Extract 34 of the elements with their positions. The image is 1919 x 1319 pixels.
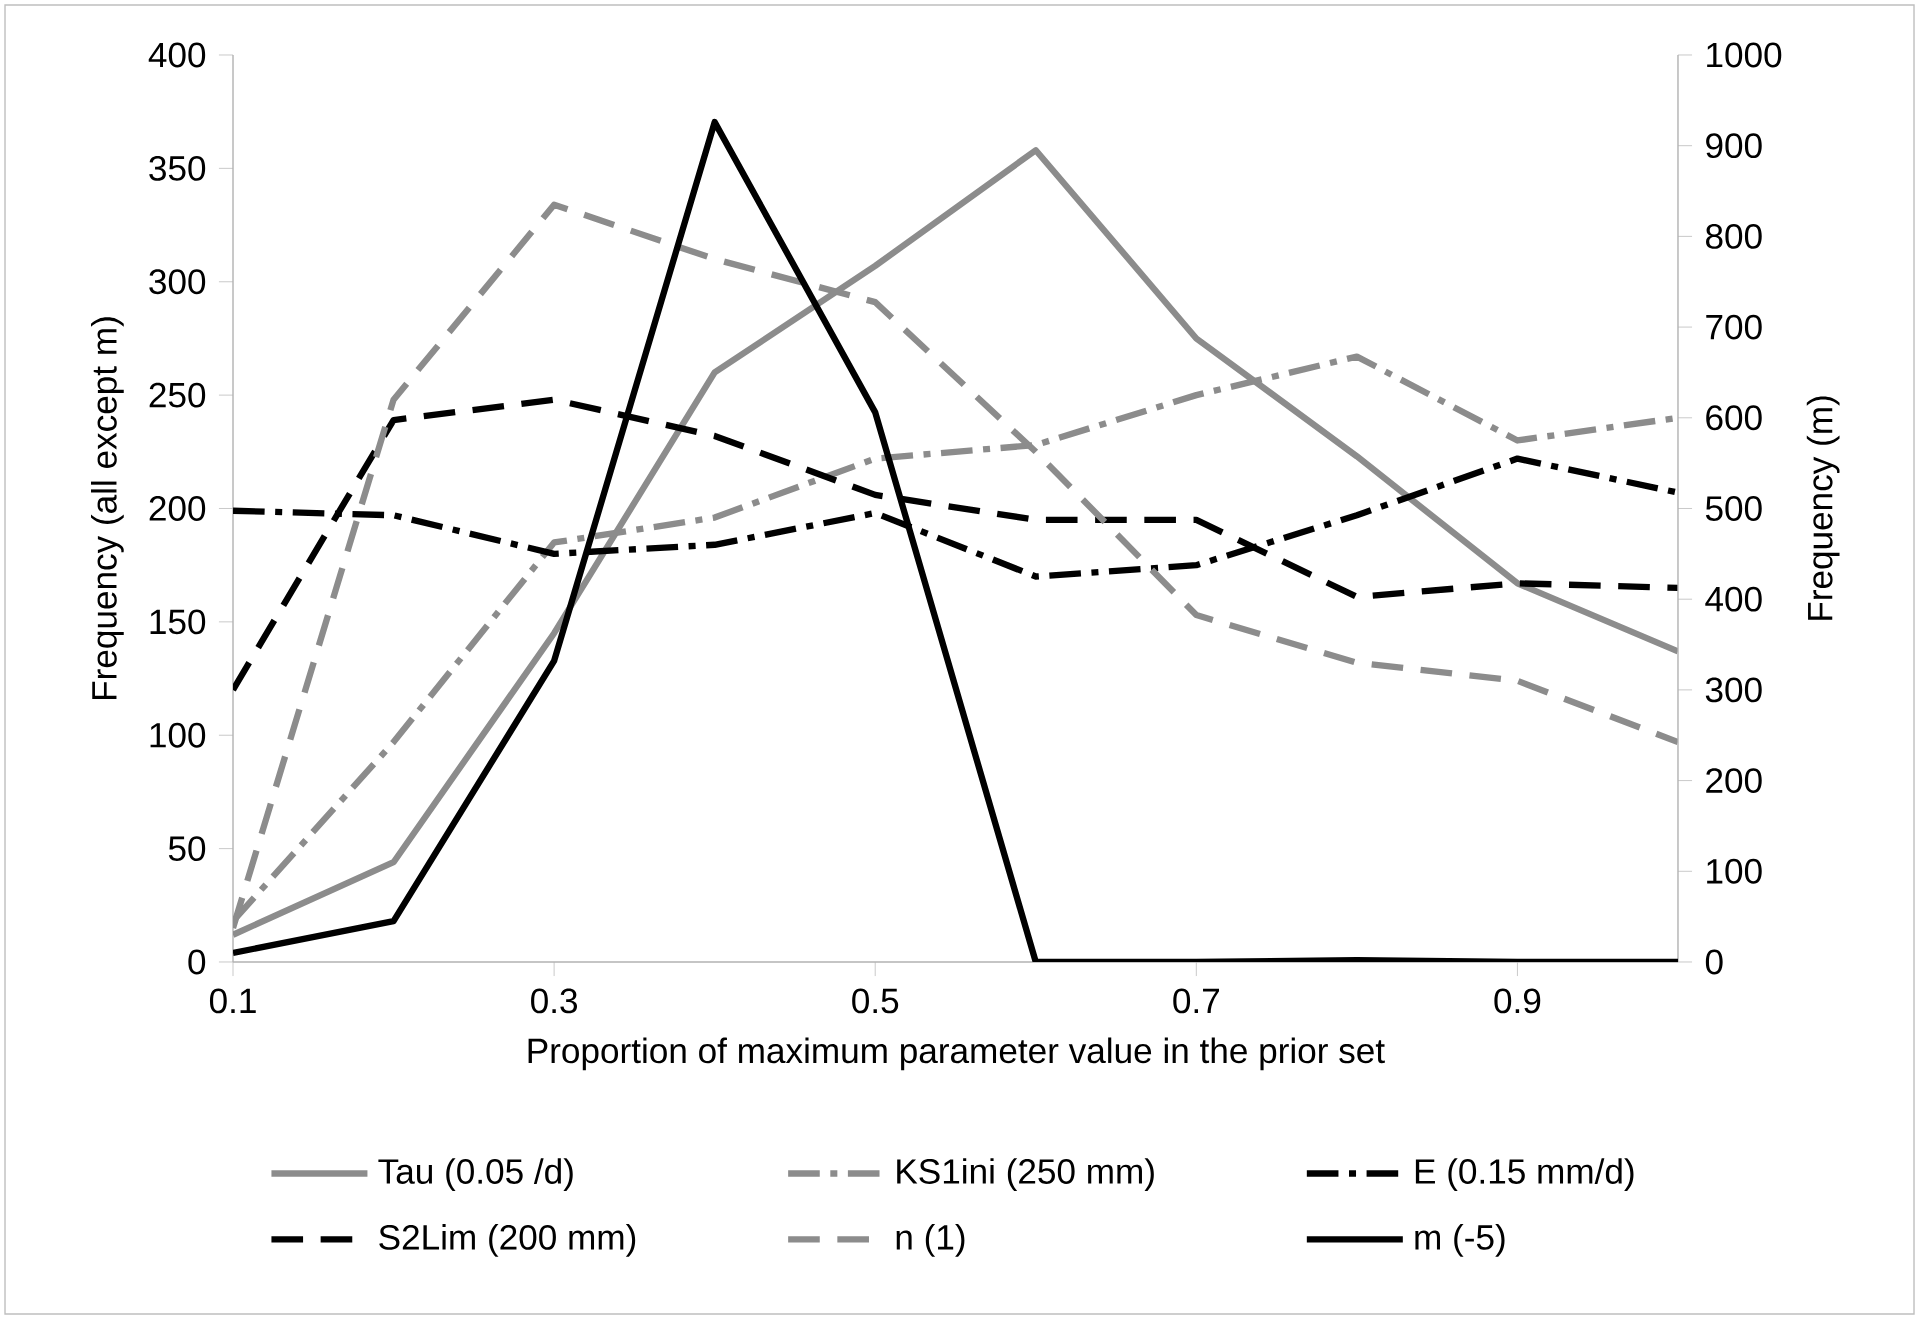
legend-label: m (-5)	[1415, 1224, 1505, 1257]
y-tick-label: 400	[148, 42, 206, 68]
y2-tick-label: 0	[1705, 949, 1723, 975]
y2-axis-title: Frequency (m)	[1806, 396, 1840, 620]
legend-label: KS1ini (250 mm)	[897, 1158, 1154, 1191]
y-tick-label: 150	[150, 609, 206, 635]
y2-tick-label: 400	[1705, 586, 1762, 612]
y2-tick-label: 300	[1705, 677, 1762, 703]
legend-label: Tau (0.05 /d)	[378, 1158, 573, 1191]
y2-tick-label: 800	[1706, 223, 1762, 249]
y2-tick-label: 100	[1707, 858, 1762, 884]
legend-label: E (0.15 mm/d)	[1415, 1158, 1634, 1191]
y2-tick-label: 1000	[1707, 42, 1782, 68]
y2-tick-label: 700	[1706, 314, 1762, 340]
y2-tick-label: 200	[1706, 768, 1762, 794]
x-axis-title: Proportion of maximum parameter value in the prior set	[528, 1037, 1385, 1071]
y-tick-label: 300	[149, 269, 206, 295]
x-tick-label: 0.3	[531, 988, 578, 1014]
y2-tick-label: 900	[1706, 133, 1762, 159]
x-tick-label: 0.5	[852, 988, 899, 1014]
x-tick-label: 0.9	[1494, 988, 1541, 1014]
x-tick-label: 0.1	[209, 988, 256, 1014]
y2-tick-label: 600	[1706, 405, 1762, 431]
x-tick-label: 0.7	[1173, 988, 1220, 1014]
y-tick-label: 0	[188, 949, 206, 975]
y-tick-label: 50	[168, 836, 206, 862]
legend-label: S2Lim (200 mm)	[379, 1224, 636, 1257]
y-tick-label: 250	[149, 382, 206, 408]
legend-label: n (1)	[896, 1224, 965, 1257]
y-axis-title: Frequency (all except m)	[91, 317, 124, 699]
y-tick-label: 200	[149, 496, 206, 521]
y2-tick-label: 500	[1705, 496, 1762, 521]
y-tick-label: 100	[150, 722, 206, 748]
y-tick-label: 350	[149, 155, 206, 181]
